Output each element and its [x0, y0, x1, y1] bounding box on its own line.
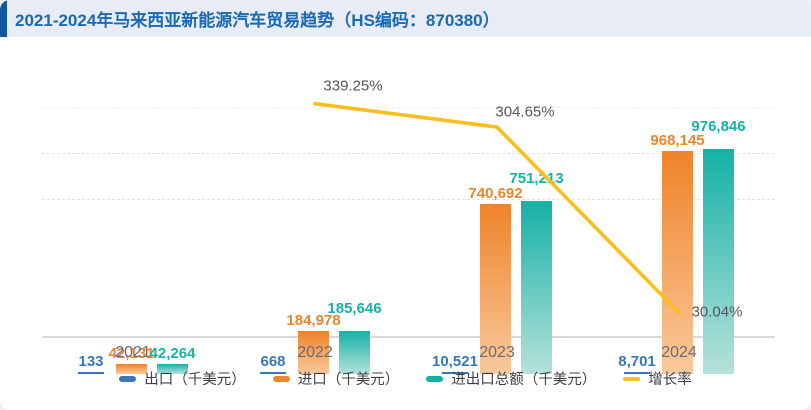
bar-total-2024[interactable] — [703, 149, 734, 374]
legend-item-export[interactable]: 出口（千美元） — [119, 368, 246, 389]
bar-import-2022[interactable] — [298, 331, 329, 374]
x-axis-label-2022: 2022 — [297, 344, 333, 361]
legend-label-import: 进口（千美元） — [297, 372, 400, 388]
value-label-export-2022: 668 — [260, 352, 286, 370]
x-axis-label-2021: 2021 — [115, 344, 151, 361]
legend-label-total: 进出口总额（千美元） — [451, 372, 597, 388]
bar-export-2024[interactable] — [624, 371, 650, 374]
chart-plot-area: 133 668 10,521 8,701 42,131 184,978 740,692 968… — [0, 37, 811, 410]
bar-import-2024[interactable] — [662, 151, 693, 374]
value-label-total-2022: 185,646 — [327, 300, 382, 318]
value-label-import-2021: 42,131 — [108, 345, 155, 363]
growth-rate-label-2024: 30.04% — [691, 303, 743, 321]
card-header: 2021-2024年马来西亚新能源汽车贸易趋势（HS编码：870380） — [0, 0, 811, 37]
legend-item-growth[interactable]: 增长率 — [623, 368, 692, 389]
legend-swatch-growth — [623, 376, 641, 381]
bar-total-2023[interactable] — [521, 201, 552, 374]
value-label-total-2023: 751,213 — [509, 170, 564, 188]
growth-rate-label-2023: 304.65% — [495, 103, 555, 121]
legend-label-export: 出口（千美元） — [144, 372, 246, 388]
chart-title: 2021-2024年马来西亚新能源汽车贸易趋势（HS编码：870380） — [15, 11, 500, 30]
legend-swatch-export — [119, 375, 137, 382]
value-label-export-2023: 10,521 — [432, 352, 478, 370]
chart-legend: 出口（千美元） 进口（千美元） 进出口总额（千美元） 增长率 — [0, 368, 811, 389]
value-label-total-2021: 42,264 — [149, 345, 196, 363]
value-label-export-2021: 133 — [78, 352, 104, 370]
value-label-export-2024: 8,701 — [618, 352, 656, 370]
bar-total-2021[interactable] — [157, 364, 188, 374]
bar-export-2023[interactable] — [442, 371, 468, 374]
bar-export-2022[interactable] — [260, 371, 286, 374]
gridline — [42, 107, 775, 108]
header-accent-bar — [0, 0, 7, 37]
value-label-import-2022: 184,978 — [286, 312, 341, 330]
bar-export-2021[interactable] — [78, 371, 104, 374]
x-axis-label-2024: 2024 — [661, 344, 697, 361]
value-label-total-2024: 976,846 — [691, 118, 746, 136]
legend-item-import[interactable]: 进口（千美元） — [272, 368, 400, 389]
x-axis-line — [42, 336, 775, 338]
bar-import-2021[interactable] — [116, 364, 147, 374]
legend-swatch-total — [426, 375, 444, 382]
growth-rate-label-2022: 339.25% — [323, 77, 383, 95]
bar-total-2022[interactable] — [339, 331, 370, 374]
legend-label-growth: 增长率 — [648, 372, 692, 388]
x-axis-label-2023: 2023 — [479, 344, 515, 361]
legend-item-total[interactable]: 进出口总额（千美元） — [426, 368, 596, 389]
legend-swatch-import — [272, 375, 290, 382]
